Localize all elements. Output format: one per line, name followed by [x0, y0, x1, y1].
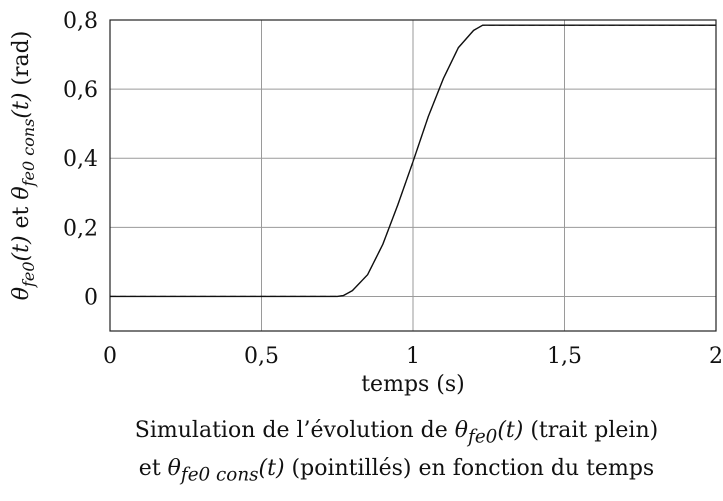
y-axis-label-part: fe0 cons: [19, 119, 38, 188]
y-axis-label-part: θ: [9, 186, 34, 199]
caption-argument: (t): [497, 418, 524, 443]
caption-text: Simulation de l’évolution de: [134, 418, 455, 443]
caption-theta: θ: [167, 456, 181, 481]
caption-text: (trait plein): [523, 418, 659, 443]
plot-frame: [109, 19, 717, 332]
x-axis-label: temps (s): [361, 372, 465, 397]
y-tick-label: 0,8: [63, 9, 98, 34]
caption-theta: θ: [454, 418, 469, 443]
caption-argument: (t): [258, 456, 285, 481]
y-axis-label-part: θ: [9, 287, 34, 300]
y-tick-label: 0,2: [63, 216, 98, 241]
caption-text: et: [138, 456, 168, 481]
y-axis-label-part: (t): [9, 93, 34, 119]
caption-subscript: fe0: [468, 426, 498, 448]
y-axis-label-part: (t): [9, 235, 34, 261]
y-axis-label: θfe0(t) et θfe0 cons(t) (rad): [9, 31, 38, 301]
line-chart: 0 0,5 1 1,5 200,20,40,60,8 temps (s) θfe0(t)…: [9, 9, 723, 397]
tick-labels: 0 0,5 1 1,5 2 0 0,2 0,4 0,6 0,8: [63, 9, 723, 369]
x-tick-label: 0,5: [244, 344, 279, 369]
setpoint-series-line: [110, 24, 716, 297]
series-layer: [110, 24, 716, 298]
y-tick-label: 0,4: [63, 147, 98, 172]
x-tick-label: 1,5: [547, 344, 582, 369]
x-tick-label: 1: [406, 344, 420, 369]
x-tick-label: 0: [103, 344, 117, 369]
figure-caption-line2: et θfe0 cons(t) (pointillés) en fonction…: [0, 456, 723, 485]
y-axis-label-part: (rad): [9, 31, 34, 93]
x-tick-label: 2: [709, 344, 723, 369]
figure-caption-line1: Simulation de l’évolution de θfe0(t) (tr…: [0, 418, 723, 447]
y-tick-label: 0: [84, 285, 98, 310]
y-tick-label: 0,6: [63, 78, 98, 103]
caption-text: (pointillés) en fonction du temps: [284, 456, 655, 481]
y-axis-label-part: et: [9, 200, 34, 236]
y-axis-label-part: fe0: [19, 261, 38, 288]
caption-subscript: fe0 cons: [180, 464, 259, 486]
grid-lines: [109, 19, 717, 331]
